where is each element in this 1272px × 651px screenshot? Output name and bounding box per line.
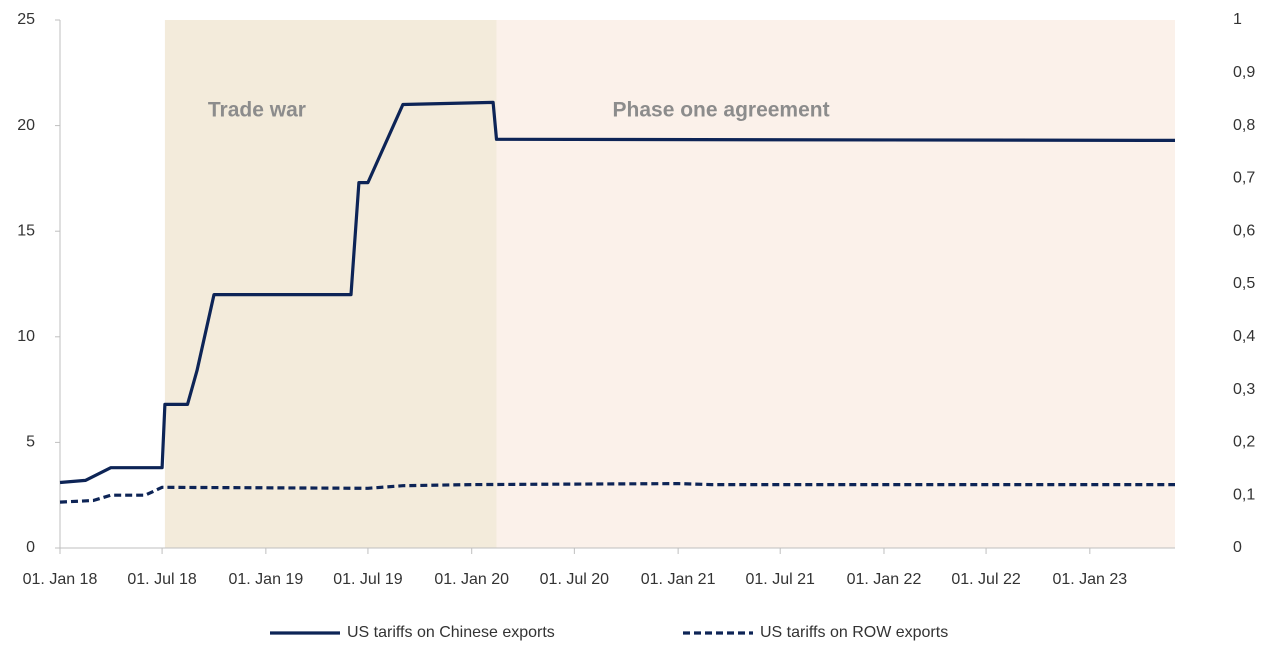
- legend-label: US tariffs on ROW exports: [760, 624, 948, 641]
- y2-tick-label: 0,1: [1233, 486, 1255, 503]
- x-tick-label: 01. Jan 21: [641, 571, 716, 588]
- y-tick-label: 0: [26, 539, 35, 556]
- y2-tick-label: 0: [1233, 539, 1242, 556]
- legend-label: US tariffs on Chinese exports: [347, 624, 555, 641]
- period-label: Phase one agreement: [613, 99, 830, 122]
- y2-tick-label: 1: [1233, 11, 1242, 28]
- y2-tick-label: 0,9: [1233, 64, 1255, 81]
- y-tick-label: 20: [17, 117, 35, 134]
- y2-tick-label: 0,6: [1233, 222, 1255, 239]
- y2-tick-label: 0,2: [1233, 434, 1255, 451]
- y2-tick-label: 0,7: [1233, 170, 1255, 187]
- x-tick-label: 01. Jan 23: [1052, 571, 1127, 588]
- period-label: Trade war: [208, 99, 306, 122]
- x-tick-label: 01. Jan 20: [434, 571, 509, 588]
- shaded-period: [164, 20, 497, 548]
- x-tick-label: 01. Jan 19: [228, 571, 303, 588]
- x-tick-label: 01. Jul 22: [951, 571, 1020, 588]
- x-tick-label: 01. Jan 18: [23, 571, 98, 588]
- x-tick-label: 01. Jul 20: [540, 571, 609, 588]
- y2-tick-label: 0,8: [1233, 117, 1255, 134]
- y2-tick-label: 0,3: [1233, 381, 1255, 398]
- x-tick-label: 01. Jul 18: [127, 571, 196, 588]
- y-tick-label: 5: [26, 434, 35, 451]
- y-tick-label: 15: [17, 222, 35, 239]
- y2-tick-label: 0,4: [1233, 328, 1255, 345]
- series-line: [59, 482, 1175, 504]
- shaded-period: [496, 20, 1175, 548]
- series-line: [59, 100, 1176, 485]
- y-tick-label: 25: [17, 11, 35, 28]
- x-tick-label: 01. Jul 21: [746, 571, 815, 588]
- x-tick-label: 01. Jul 19: [333, 571, 402, 588]
- y-tick-label: 10: [17, 328, 35, 345]
- x-tick-label: 01. Jan 22: [847, 571, 922, 588]
- y2-tick-label: 0,5: [1233, 275, 1255, 292]
